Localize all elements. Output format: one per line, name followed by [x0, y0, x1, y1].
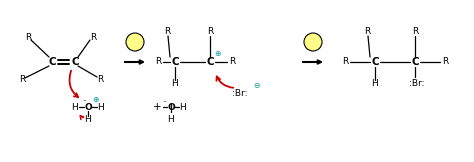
Text: R: R — [207, 28, 213, 36]
Text: R: R — [155, 58, 161, 66]
Text: O: O — [84, 103, 92, 111]
Circle shape — [126, 33, 144, 51]
Text: H: H — [180, 103, 186, 111]
Text: R: R — [442, 58, 448, 66]
Text: :Br:: :Br: — [409, 80, 425, 88]
Text: O: O — [167, 103, 175, 111]
Text: R: R — [364, 28, 370, 36]
Text: ①: ① — [131, 37, 139, 47]
Text: +: + — [153, 102, 161, 112]
Text: ⊖: ⊖ — [253, 81, 259, 91]
Text: R: R — [19, 75, 25, 85]
Text: C: C — [206, 57, 214, 67]
Circle shape — [304, 33, 322, 51]
Text: C: C — [171, 57, 179, 67]
Text: R: R — [25, 33, 31, 41]
Text: ⊕: ⊕ — [214, 50, 220, 58]
Text: H: H — [85, 115, 91, 123]
Text: R: R — [412, 28, 418, 36]
Text: ··: ·· — [82, 98, 87, 106]
Text: ··: ·· — [163, 98, 167, 108]
Text: R: R — [97, 75, 103, 85]
Text: H: H — [172, 80, 178, 88]
Text: :Br:: :Br: — [232, 89, 248, 98]
Text: H: H — [372, 80, 378, 88]
Text: C: C — [411, 57, 419, 67]
Text: R: R — [229, 58, 235, 66]
Text: ②: ② — [309, 37, 318, 47]
Text: R: R — [90, 33, 96, 41]
Text: H: H — [168, 115, 174, 123]
Text: C: C — [71, 57, 79, 67]
Text: H: H — [72, 103, 78, 111]
Text: R: R — [164, 28, 170, 36]
Text: R: R — [342, 58, 348, 66]
Text: ⊕: ⊕ — [92, 96, 98, 104]
Text: H: H — [98, 103, 104, 111]
Text: C: C — [371, 57, 379, 67]
Text: C: C — [48, 57, 56, 67]
